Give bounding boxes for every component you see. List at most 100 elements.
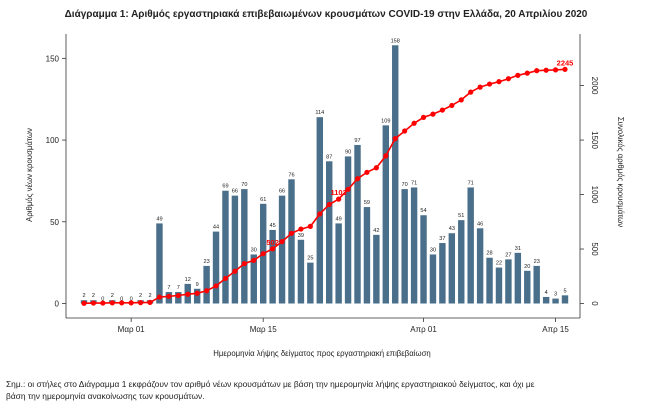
bar (297, 239, 305, 304)
y-right-tick-label: 0 (590, 301, 599, 306)
cumulative-point (486, 81, 493, 87)
cumulative-point (100, 300, 106, 306)
y-left-tick-label: 150 (46, 54, 60, 63)
cumulative-point (204, 288, 210, 294)
bar-value-label: 25 (307, 256, 313, 262)
bar-value-label: 23 (203, 259, 209, 265)
cumulative-point (279, 239, 285, 245)
bar-value-label: 49 (156, 216, 162, 222)
cumulative-point (373, 165, 379, 171)
bar-value-label: 109 (381, 118, 390, 124)
bar (401, 189, 408, 304)
bar (269, 229, 276, 304)
cumulative-point (515, 72, 521, 78)
bar (241, 189, 248, 304)
bar (467, 187, 474, 304)
x-tick-label: Απρ 15 (542, 325, 569, 334)
cumulative-annotation: 502 (266, 238, 279, 247)
bar-value-label: 70 (241, 182, 247, 188)
bar-value-label: 71 (468, 180, 474, 186)
cumulative-point (496, 79, 502, 85)
y-axis-right-title: Συνολικός αριθμός κρουσμάτων (616, 117, 625, 227)
y-left-tick-label: 100 (46, 136, 60, 145)
bar (448, 233, 456, 304)
cumulative-point (147, 299, 153, 306)
footnote-line-2: βάση την ημερομηνία ανακοίνωσης των κρου… (6, 391, 205, 401)
cumulative-point (251, 257, 257, 263)
bar-value-label: 30 (251, 247, 257, 253)
bar (250, 254, 257, 304)
bar-value-label: 5 (563, 288, 566, 294)
bar-value-label: 2 (111, 293, 114, 299)
bar (344, 156, 352, 304)
y-right-tick-label: 1000 (590, 186, 599, 204)
bar-value-label: 59 (364, 200, 370, 206)
bar (505, 259, 512, 304)
cumulative-point (326, 201, 332, 208)
cumulative-point (420, 114, 427, 120)
x-tick-label: Μαρ 15 (250, 325, 278, 334)
bar (373, 234, 380, 304)
cumulative-line (83, 68, 566, 305)
bar (193, 288, 201, 304)
bar-value-label: 49 (336, 216, 342, 222)
cumulative-point (81, 300, 87, 306)
bar-value-label: 66 (232, 189, 238, 195)
bar (307, 262, 314, 304)
cumulative-point (439, 107, 445, 113)
bar-value-label: 87 (326, 154, 332, 160)
x-tick-label: Απρ 01 (410, 325, 437, 334)
cumulative-point (449, 102, 455, 109)
cumulative-point (232, 268, 238, 274)
cumulative-point (194, 290, 200, 296)
y-right-tick-label: 1500 (590, 131, 599, 149)
bar-value-label: 42 (373, 228, 379, 234)
bar-value-label: 2 (92, 293, 95, 299)
cumulative-point (505, 76, 512, 82)
bar (542, 296, 550, 304)
cumulative-point (260, 251, 266, 257)
bar (354, 144, 361, 304)
bar (561, 295, 569, 304)
cumulative-point (90, 300, 97, 306)
bar-value-label: 7 (177, 285, 180, 291)
bar (420, 215, 427, 304)
cumulative-point (288, 230, 295, 236)
bar (476, 228, 484, 304)
bar (231, 195, 239, 304)
x-axis-title: Ημερομηνία λήψης δείγματος προς εργαστηρ… (213, 349, 430, 358)
footnote-line-1: Σημ.: οι στήλες στο Διάγραμμα 1 εκφράζου… (6, 379, 535, 389)
bar (382, 125, 390, 304)
bar-value-label: 2 (82, 293, 85, 299)
bar-value-label: 2 (139, 293, 142, 299)
cumulative-point (477, 84, 483, 90)
bar (486, 257, 493, 304)
cumulative-point (175, 292, 181, 299)
bar-value-label: 61 (260, 197, 266, 203)
footnote: Σημ.: οι στήλες στο Διάγραμμα 1 εκφράζου… (6, 378, 646, 402)
bar-value-label: 69 (222, 184, 228, 190)
bar-value-label: 2 (148, 293, 151, 299)
cumulative-point (213, 283, 219, 289)
cumulative-point (534, 68, 540, 74)
bar (429, 254, 437, 304)
bar-value-label: 39 (298, 233, 304, 239)
bar (392, 45, 399, 304)
y-right-tick-label: 2000 (590, 77, 599, 95)
bar-value-label: 4 (545, 290, 548, 296)
bar-value-label: 71 (411, 180, 417, 186)
y-left-tick-label: 50 (50, 218, 59, 227)
cumulative-point (307, 223, 313, 229)
bar (458, 220, 465, 304)
bar-value-label: 0 (130, 297, 133, 303)
bar-value-label: 51 (458, 213, 464, 219)
bar (533, 265, 540, 304)
bar-value-label: 12 (185, 277, 191, 283)
cumulative-point (562, 66, 568, 72)
chart-title: Διάγραμμα 1: Αριθμός εργαστηριακά επιβεβ… (64, 9, 588, 20)
bar-value-label: 28 (486, 251, 492, 257)
bar-value-label: 27 (505, 252, 511, 258)
bar (524, 270, 531, 304)
bar-value-label: 46 (477, 221, 483, 227)
